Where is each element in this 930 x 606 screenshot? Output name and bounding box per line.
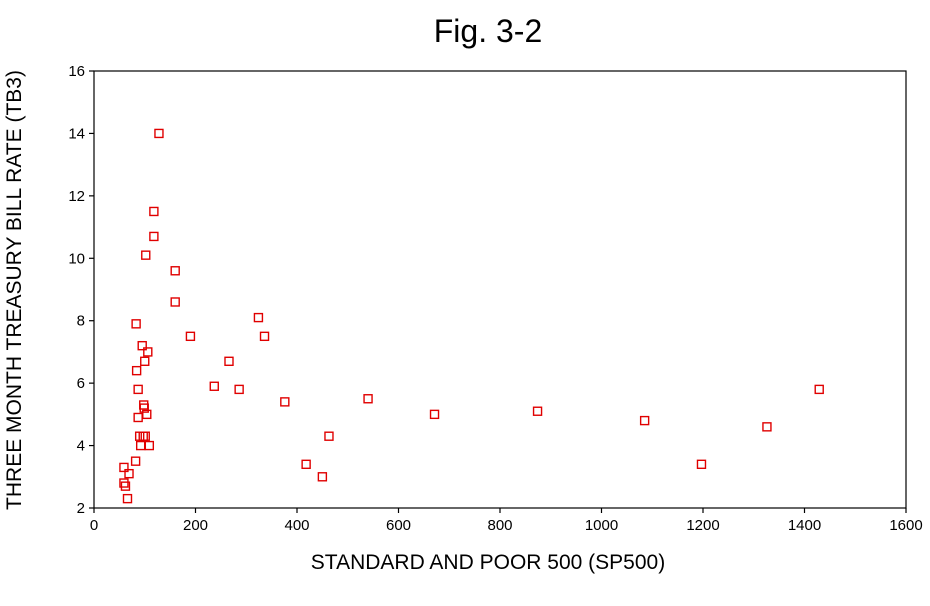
scatter-point — [170, 266, 180, 276]
scatter-point — [224, 356, 234, 366]
scatter-point — [137, 340, 147, 351]
scatter-point — [133, 384, 143, 395]
x-tick-label: 400 — [284, 517, 309, 534]
y-tick-label: 16 — [68, 63, 85, 80]
scatter-point — [762, 422, 772, 432]
scatter-point — [185, 331, 196, 342]
x-tick-label: 1600 — [889, 517, 922, 534]
y-tick-label: 10 — [68, 250, 85, 267]
chart-title: Fig. 3-2 — [434, 13, 542, 49]
scatter-point — [119, 462, 129, 473]
scatter-point — [119, 478, 129, 488]
scatter-point — [120, 481, 131, 491]
y-axis: 2 4 6 8 10 12 14 16 — [68, 63, 94, 517]
scatter-point — [259, 331, 270, 342]
scatter-point — [253, 312, 264, 323]
scatter-point — [324, 431, 334, 441]
scatter-point — [696, 459, 707, 469]
scatter-point — [209, 381, 219, 391]
scatter-point — [144, 440, 155, 451]
scatter-point — [154, 128, 164, 139]
x-tick-label: 1000 — [585, 517, 618, 534]
scatter-point — [143, 347, 153, 357]
y-axis-label: THREE MONTH TREASURY BILL RATE (TB3) — [3, 70, 26, 510]
scatter-point — [280, 397, 290, 407]
scatter-point — [131, 365, 142, 376]
y-tick-label: 12 — [68, 188, 85, 205]
y-tick-label: 6 — [77, 375, 85, 392]
scatter-point — [133, 412, 143, 423]
scatter-point — [363, 394, 373, 404]
scatter-point — [170, 297, 180, 307]
scatter-point — [234, 384, 244, 395]
plot-area: 0 200 400 600 800 1000 1200 1400 1600 2 4 6 8 10 12 14… — [68, 63, 922, 534]
x-tick-label: 0 — [90, 517, 98, 534]
y-tick-label: 8 — [77, 313, 85, 330]
scatter-point — [140, 356, 150, 366]
scatter-point — [140, 431, 150, 441]
scatter-point — [141, 250, 151, 260]
scatter-point — [130, 456, 141, 466]
scatter-point — [317, 472, 328, 482]
scatter-point — [139, 403, 149, 413]
plot-frame — [93, 70, 907, 509]
scatter-point — [149, 231, 159, 242]
scatter-point — [131, 319, 141, 329]
data-points — [119, 128, 824, 504]
scatter-point — [301, 459, 311, 469]
x-tick-label: 1400 — [788, 517, 821, 534]
scatter-point — [429, 409, 440, 420]
x-tick-label: 200 — [183, 517, 208, 534]
scatter-point — [135, 440, 146, 451]
x-tick-label: 600 — [386, 517, 411, 534]
x-tick-label: 800 — [487, 517, 512, 534]
x-axis-label: STANDARD AND POOR 500 (SP500) — [311, 551, 665, 574]
scatter-point — [532, 406, 543, 416]
scatter-point — [124, 468, 134, 479]
y-tick-label: 4 — [77, 438, 85, 455]
scatter-point — [639, 415, 650, 426]
y-tick-label: 14 — [68, 125, 85, 142]
x-axis: 0 200 400 600 800 1000 1200 1400 1600 — [90, 508, 923, 534]
y-tick-label: 2 — [77, 500, 85, 517]
x-tick-label: 1200 — [686, 517, 719, 534]
scatter-point — [814, 384, 824, 395]
scatter-point — [122, 493, 133, 504]
scatter-point — [149, 206, 159, 217]
scatter-point — [142, 409, 152, 420]
